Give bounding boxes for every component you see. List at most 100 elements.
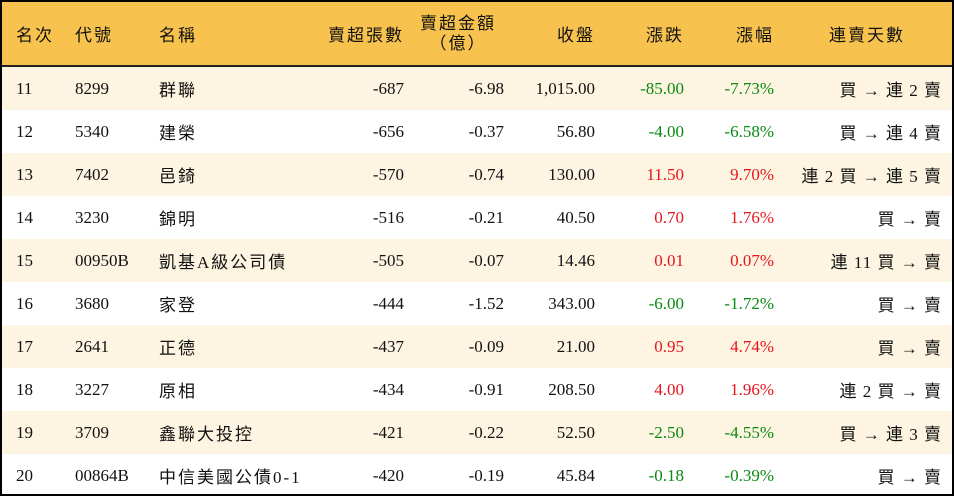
cell-pct: -4.55%	[724, 422, 774, 442]
cell-code[interactable]: 3230	[75, 207, 109, 227]
table-row[interactable]: 14 3230 錦明 -516 -0.21 40.50 0.70 1.76% 買 → 賣	[2, 196, 952, 239]
table-row[interactable]: 17 2641 正德 -437 -0.09 21.00 0.95 4.74% 買 → 賣	[2, 325, 952, 368]
cell-lots: -570	[372, 164, 404, 184]
cell-streak: 連 11 買 → 賣	[830, 253, 942, 272]
cell-name[interactable]: 錦明	[159, 210, 197, 229]
cell-lots: -516	[372, 207, 404, 227]
cell-close: 130.00	[548, 164, 595, 184]
cell-close: 21.00	[556, 336, 595, 356]
table-row[interactable]: 13 7402 邑錡 -570 -0.74 130.00 11.50 9.70% 連 2 買 →…	[2, 153, 952, 196]
cell-name[interactable]: 邑錡	[159, 167, 197, 186]
cell-amount: -0.74	[468, 164, 504, 184]
cell-close: 52.50	[556, 422, 595, 442]
cell-change: -2.50	[648, 422, 684, 442]
cell-amount: -0.21	[468, 207, 504, 227]
cell-amount: -0.19	[468, 465, 504, 485]
cell-rank: 15	[16, 250, 33, 270]
cell-name[interactable]: 建榮	[159, 124, 197, 143]
table-row[interactable]: 18 3227 原相 -434 -0.91 208.50 4.00 1.96% 連 2 買 → …	[2, 368, 952, 411]
table-row[interactable]: 20 00864B 中信美國公債0-1 -420 -0.19 45.84 -0.18 -0.3…	[2, 454, 952, 497]
cell-amount: -0.09	[468, 336, 504, 356]
cell-change: -4.00	[648, 121, 684, 141]
cell-name[interactable]: 群聯	[159, 81, 197, 100]
cell-pct: -0.39%	[724, 465, 774, 485]
table-row[interactable]: 15 00950B 凱基A級公司債 -505 -0.07 14.46 0.01 0.07% 連 …	[2, 239, 952, 282]
cell-amount: -1.52	[468, 293, 504, 313]
cell-lots: -444	[372, 293, 404, 313]
cell-name[interactable]: 正德	[159, 339, 197, 358]
cell-lots: -687	[372, 78, 404, 98]
header-code: 代號	[75, 26, 113, 45]
cell-code[interactable]: 00950B	[75, 250, 129, 270]
table-body: 11 8299 群聯 -687 -6.98 1,015.00 -85.00 -7.73% 買 →…	[2, 67, 952, 497]
cell-lots: -434	[372, 379, 404, 399]
cell-change: -0.18	[648, 465, 684, 485]
cell-amount: -0.91	[468, 379, 504, 399]
cell-rank: 19	[16, 422, 33, 442]
table-header: 名次 代號 名稱 賣超張數 賣超金額 （億） 收盤 漲跌 漲幅 連賣天數	[2, 2, 952, 67]
cell-name[interactable]: 鑫聯大投控	[159, 425, 254, 444]
cell-pct: 9.70%	[730, 164, 774, 184]
cell-rank: 18	[16, 379, 33, 399]
cell-rank: 11	[16, 78, 33, 98]
table-row[interactable]: 12 5340 建榮 -656 -0.37 56.80 -4.00 -6.58% 買 → 連 4…	[2, 110, 952, 153]
cell-streak: 買 → 賣	[877, 210, 942, 229]
cell-streak: 買 → 連 4 賣	[839, 124, 942, 143]
cell-pct: 1.96%	[730, 379, 774, 399]
cell-pct: -7.73%	[724, 78, 774, 98]
cell-name[interactable]: 凱基A級公司債	[159, 253, 288, 272]
header-rank: 名次	[16, 26, 54, 45]
table-row[interactable]: 16 3680 家登 -444 -1.52 343.00 -6.00 -1.72% 買 → 賣	[2, 282, 952, 325]
cell-close: 14.46	[556, 250, 595, 270]
cell-close: 45.84	[556, 465, 595, 485]
cell-name[interactable]: 家登	[159, 296, 197, 315]
cell-close: 208.50	[548, 379, 595, 399]
cell-close: 56.80	[556, 121, 595, 141]
cell-change: 4.00	[654, 379, 684, 399]
header-net-sell-amount: 賣超金額 （億）	[412, 2, 504, 65]
cell-code[interactable]: 5340	[75, 121, 109, 141]
header-change: 漲跌	[646, 26, 684, 45]
cell-rank: 16	[16, 293, 33, 313]
cell-code[interactable]: 7402	[75, 164, 109, 184]
cell-close: 343.00	[548, 293, 595, 313]
cell-streak: 買 → 賣	[877, 468, 942, 487]
cell-streak: 連 2 買 → 連 5 賣	[801, 167, 942, 186]
cell-code[interactable]: 00864B	[75, 465, 129, 485]
cell-rank: 17	[16, 336, 33, 356]
cell-pct: 0.07%	[730, 250, 774, 270]
cell-streak: 買 → 連 3 賣	[839, 425, 942, 444]
cell-rank: 12	[16, 121, 33, 141]
cell-lots: -421	[372, 422, 404, 442]
cell-code[interactable]: 3227	[75, 379, 109, 399]
cell-pct: -6.58%	[724, 121, 774, 141]
cell-lots: -437	[372, 336, 404, 356]
cell-rank: 13	[16, 164, 33, 184]
cell-code[interactable]: 2641	[75, 336, 109, 356]
cell-pct: 4.74%	[730, 336, 774, 356]
cell-streak: 買 → 賣	[877, 339, 942, 358]
cell-close: 1,015.00	[535, 78, 596, 98]
cell-code[interactable]: 8299	[75, 78, 109, 98]
cell-change: 0.01	[654, 250, 684, 270]
cell-code[interactable]: 3709	[75, 422, 109, 442]
cell-streak: 連 2 買 → 賣	[839, 382, 942, 401]
cell-change: -6.00	[648, 293, 684, 313]
cell-amount: -0.37	[468, 121, 504, 141]
cell-rank: 14	[16, 207, 33, 227]
header-net-sell-lots: 賣超張數	[328, 26, 404, 45]
cell-pct: -1.72%	[724, 293, 774, 313]
cell-name[interactable]: 原相	[159, 382, 197, 401]
cell-amount: -0.07	[468, 250, 504, 270]
cell-lots: -420	[372, 465, 404, 485]
cell-change: -85.00	[640, 78, 684, 98]
table-row[interactable]: 19 3709 鑫聯大投控 -421 -0.22 52.50 -2.50 -4.55% 買 → …	[2, 411, 952, 454]
header-close: 收盤	[557, 26, 595, 45]
header-streak: 連賣天數	[829, 26, 905, 45]
cell-name[interactable]: 中信美國公債0-1	[159, 468, 302, 487]
table-row[interactable]: 11 8299 群聯 -687 -6.98 1,015.00 -85.00 -7.73% 買 →…	[2, 67, 952, 110]
cell-code[interactable]: 3680	[75, 293, 109, 313]
cell-amount: -0.22	[468, 422, 504, 442]
cell-change: 0.70	[654, 207, 684, 227]
